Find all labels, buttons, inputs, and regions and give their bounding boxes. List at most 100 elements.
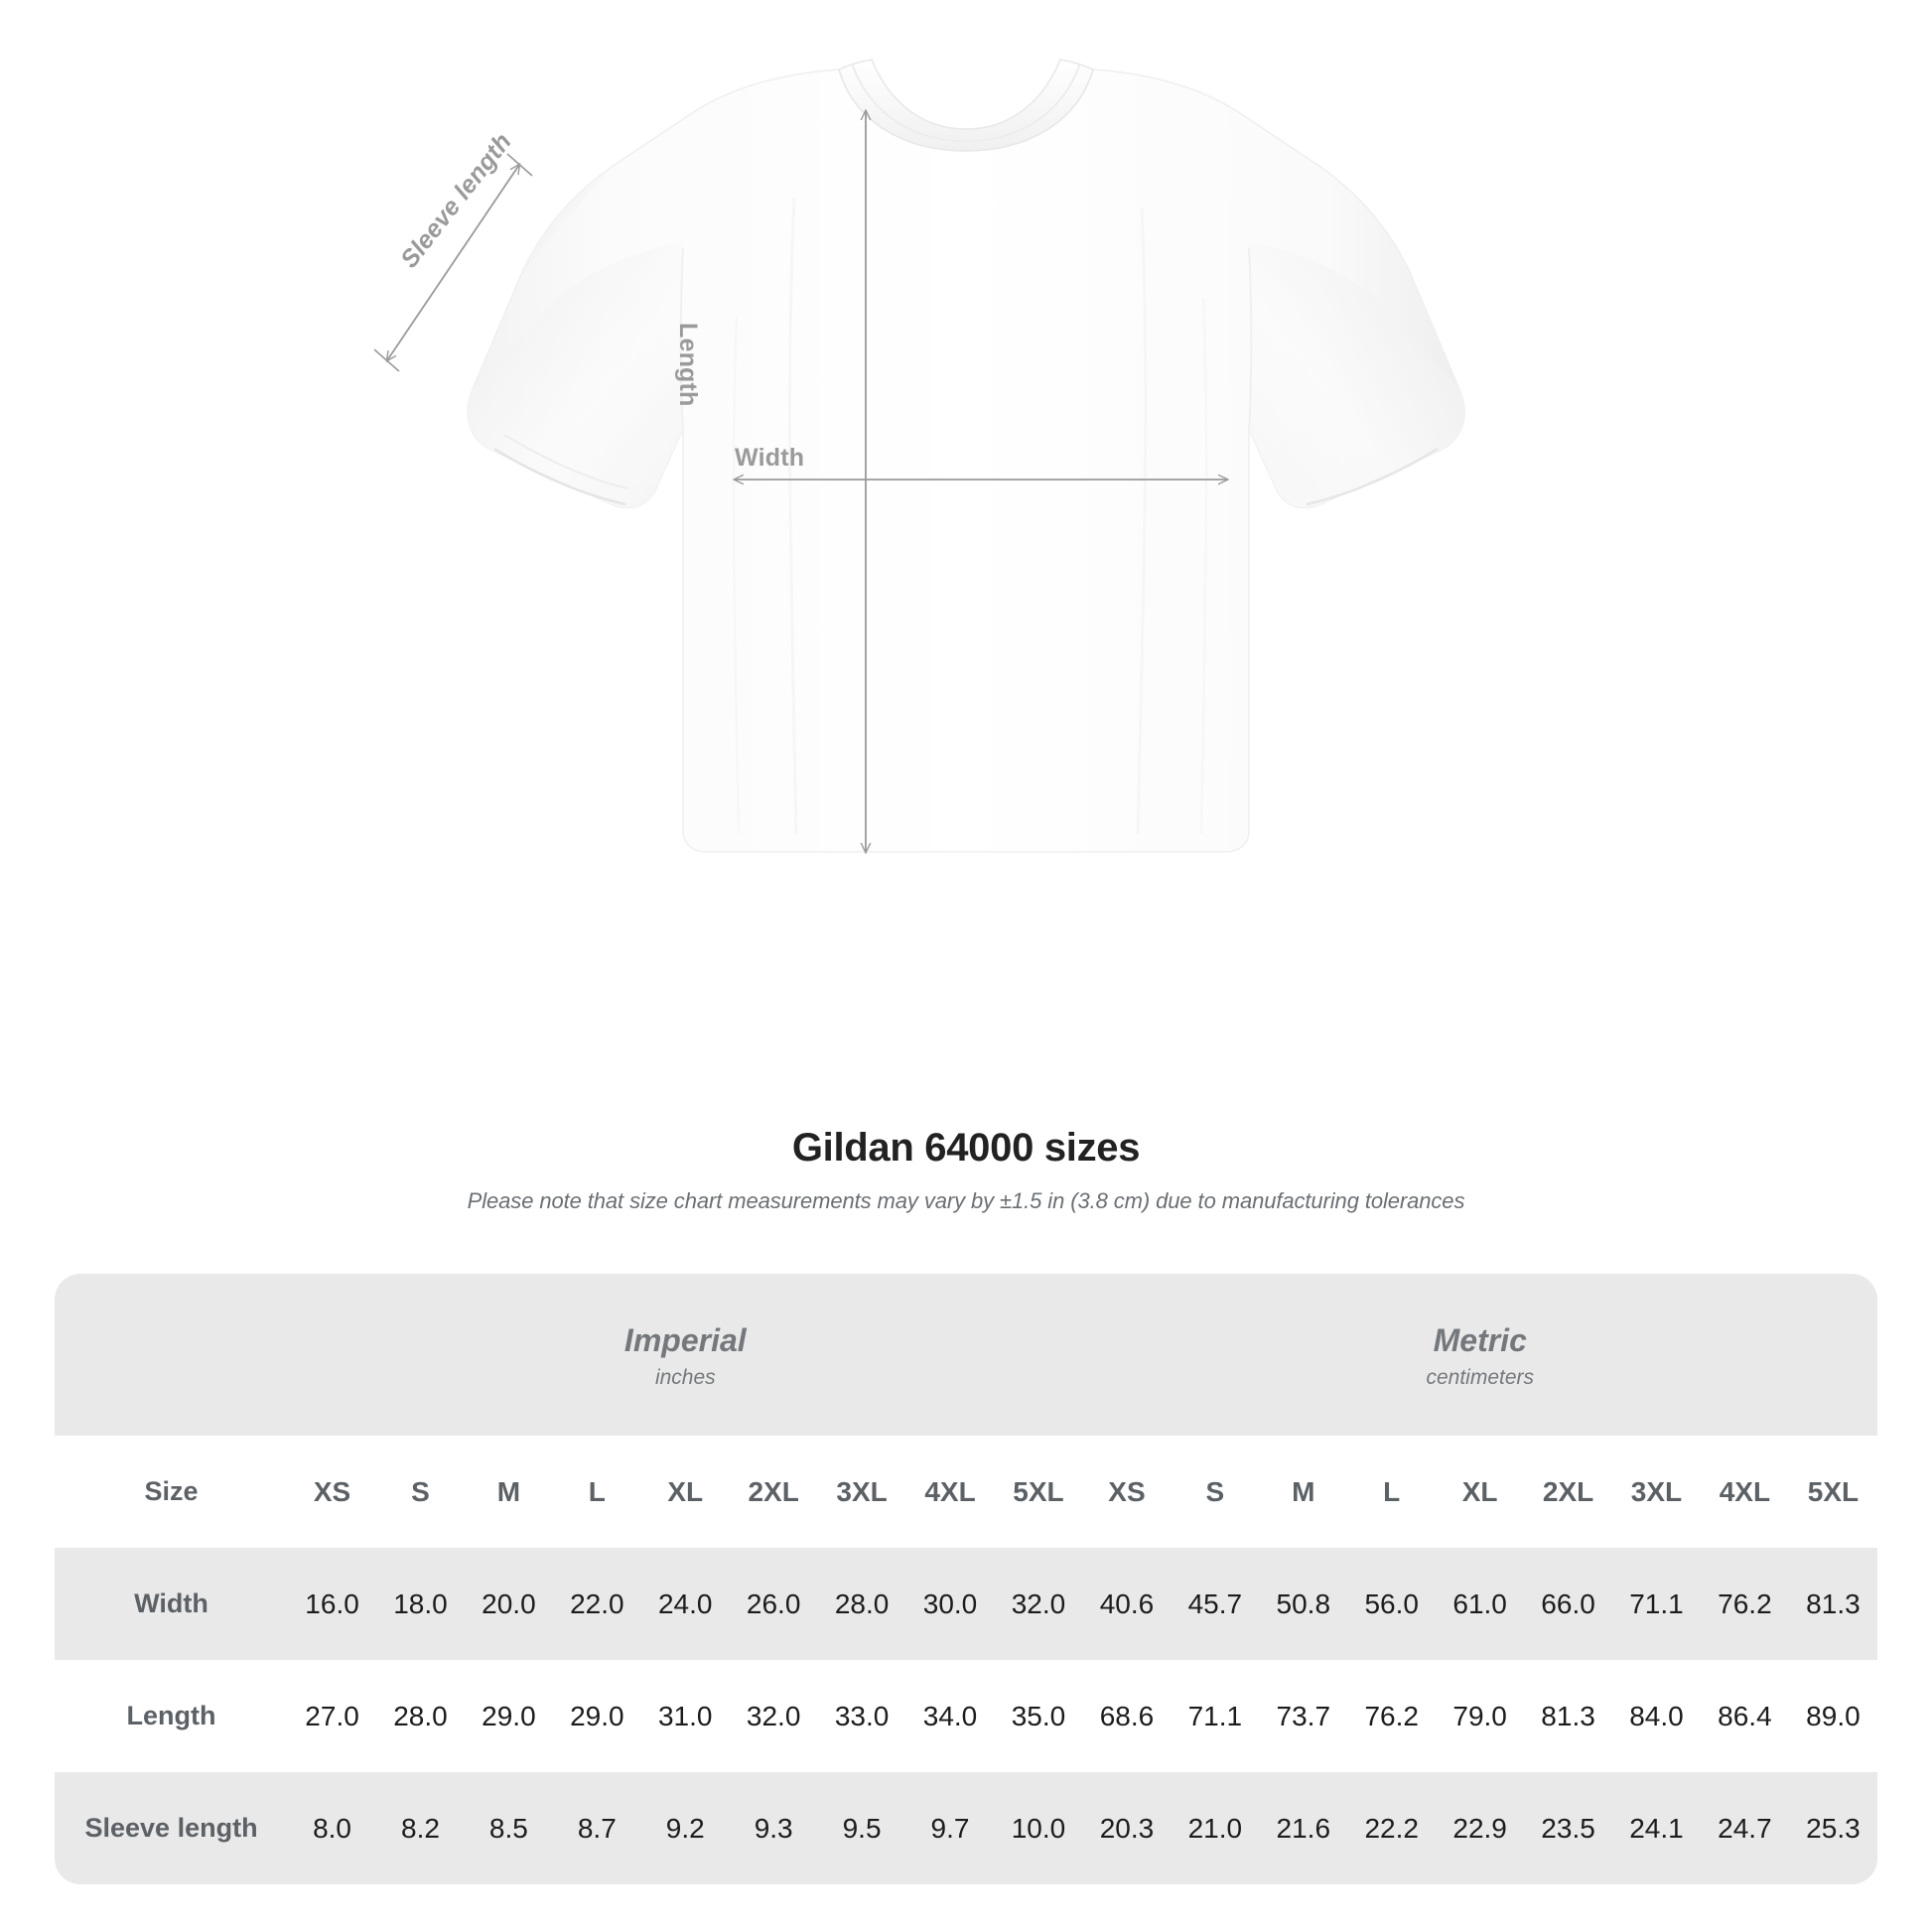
size-header-row: Size XS S M L XL 2XL 3XL 4XL 5XL XS S M … bbox=[55, 1436, 1877, 1548]
cell-length-metric-4xl: 86.4 bbox=[1700, 1660, 1789, 1772]
cell-width-imperial-s: 18.0 bbox=[376, 1548, 465, 1660]
imperial-banner: Imperial inches bbox=[288, 1274, 1083, 1436]
size-header-metric-l: L bbox=[1347, 1436, 1437, 1548]
cell-sleeve-metric-5xl: 25.3 bbox=[1788, 1772, 1877, 1884]
cell-length-imperial-4xl: 34.0 bbox=[905, 1660, 995, 1772]
tolerance-note: Please note that size chart measurements… bbox=[467, 1188, 1465, 1213]
measurement-lines bbox=[373, 111, 1227, 852]
cell-width-metric-2xl: 66.0 bbox=[1524, 1548, 1613, 1660]
size-header-metric-xs: XS bbox=[1082, 1436, 1172, 1548]
cell-length-metric-m: 73.7 bbox=[1259, 1660, 1348, 1772]
cell-sleeve-imperial-l: 8.7 bbox=[552, 1772, 641, 1884]
cell-width-metric-4xl: 76.2 bbox=[1700, 1548, 1789, 1660]
size-header-metric-m: M bbox=[1259, 1436, 1348, 1548]
metric-banner: Metric centimeters bbox=[1082, 1274, 1877, 1436]
cell-width-metric-s: 45.7 bbox=[1171, 1548, 1260, 1660]
cell-width-metric-l: 56.0 bbox=[1347, 1548, 1437, 1660]
size-header-metric-4xl: 4XL bbox=[1700, 1436, 1789, 1548]
cell-width-metric-m: 50.8 bbox=[1259, 1548, 1348, 1660]
row-label-sleeve-length: Sleeve length bbox=[55, 1772, 289, 1884]
size-header-imperial-5xl: 5XL bbox=[994, 1436, 1083, 1548]
cell-length-imperial-5xl: 35.0 bbox=[994, 1660, 1083, 1772]
size-header-metric-2xl: 2XL bbox=[1524, 1436, 1613, 1548]
tshirt-shape bbox=[467, 59, 1465, 853]
cell-sleeve-metric-s: 21.0 bbox=[1171, 1772, 1260, 1884]
title-block: Gildan 64000 sizes Please note that size… bbox=[0, 1126, 1932, 1214]
cell-length-metric-5xl: 89.0 bbox=[1788, 1660, 1877, 1772]
size-header-imperial-3xl: 3XL bbox=[817, 1436, 906, 1548]
row-label-width: Width bbox=[55, 1548, 289, 1660]
cell-sleeve-imperial-xl: 9.2 bbox=[640, 1772, 730, 1884]
table-row-width: Width 16.0 18.0 20.0 22.0 24.0 26.0 28.0… bbox=[55, 1548, 1877, 1660]
cell-sleeve-metric-l: 22.2 bbox=[1347, 1772, 1437, 1884]
cell-width-imperial-3xl: 28.0 bbox=[817, 1548, 906, 1660]
sleeve-tick-upper bbox=[506, 153, 533, 177]
imperial-unit-sub: inches bbox=[654, 1365, 716, 1389]
page-title: Gildan 64000 sizes bbox=[791, 1126, 1141, 1170]
size-header-label: Size bbox=[55, 1436, 289, 1548]
cell-length-imperial-m: 29.0 bbox=[464, 1660, 553, 1772]
cell-width-imperial-xs: 16.0 bbox=[288, 1548, 377, 1660]
row-label-length: Length bbox=[55, 1660, 289, 1772]
cell-width-metric-xl: 61.0 bbox=[1436, 1548, 1525, 1660]
size-header-imperial-4xl: 4XL bbox=[905, 1436, 995, 1548]
cell-width-imperial-2xl: 26.0 bbox=[729, 1548, 818, 1660]
size-header-metric-xl: XL bbox=[1436, 1436, 1525, 1548]
cell-length-imperial-s: 28.0 bbox=[376, 1660, 465, 1772]
table-row-sleeve-length: Sleeve length 8.0 8.2 8.5 8.7 9.2 9.3 9.… bbox=[55, 1772, 1877, 1884]
size-header-imperial-2xl: 2XL bbox=[729, 1436, 818, 1548]
tshirt-illustration bbox=[373, 59, 1465, 1102]
cell-sleeve-metric-3xl: 24.1 bbox=[1612, 1772, 1701, 1884]
table-row-length: Length 27.0 28.0 29.0 29.0 31.0 32.0 33.… bbox=[55, 1660, 1877, 1772]
cell-length-imperial-2xl: 32.0 bbox=[729, 1660, 818, 1772]
cell-sleeve-imperial-3xl: 9.5 bbox=[817, 1772, 906, 1884]
cell-length-metric-3xl: 84.0 bbox=[1612, 1660, 1701, 1772]
cell-sleeve-metric-2xl: 23.5 bbox=[1524, 1772, 1613, 1884]
cell-sleeve-imperial-4xl: 9.7 bbox=[905, 1772, 995, 1884]
cell-length-imperial-xl: 31.0 bbox=[640, 1660, 730, 1772]
unit-banner-row: Imperial inches Metric centimeters bbox=[55, 1274, 1877, 1436]
size-header-imperial-xs: XS bbox=[288, 1436, 377, 1548]
cell-width-metric-3xl: 71.1 bbox=[1612, 1548, 1701, 1660]
cell-sleeve-metric-m: 21.6 bbox=[1259, 1772, 1348, 1884]
cell-sleeve-metric-xs: 20.3 bbox=[1082, 1772, 1172, 1884]
imperial-unit-name: Imperial bbox=[623, 1321, 747, 1358]
cell-length-metric-l: 76.2 bbox=[1347, 1660, 1437, 1772]
cell-width-imperial-l: 22.0 bbox=[552, 1548, 641, 1660]
size-chart-table: Imperial inches Metric centimeters Size … bbox=[55, 1274, 1877, 1884]
metric-unit-sub: centimeters bbox=[1426, 1365, 1535, 1389]
length-dimension-label: Length bbox=[674, 323, 702, 407]
cell-length-metric-xs: 68.6 bbox=[1082, 1660, 1172, 1772]
cell-length-metric-s: 71.1 bbox=[1171, 1660, 1260, 1772]
size-header-imperial-l: L bbox=[552, 1436, 641, 1548]
cell-width-imperial-xl: 24.0 bbox=[640, 1548, 730, 1660]
sleeve-tick-lower bbox=[373, 348, 400, 372]
tshirt-diagram: Sleeve length Length Width bbox=[373, 59, 1465, 1102]
size-header-metric-5xl: 5XL bbox=[1788, 1436, 1877, 1548]
size-header-imperial-xl: XL bbox=[640, 1436, 730, 1548]
cell-length-imperial-l: 29.0 bbox=[552, 1660, 641, 1772]
cell-length-metric-xl: 79.0 bbox=[1436, 1660, 1525, 1772]
banner-spacer bbox=[55, 1274, 289, 1436]
width-dimension-label: Width bbox=[735, 444, 805, 472]
cell-width-imperial-4xl: 30.0 bbox=[905, 1548, 995, 1660]
cell-length-metric-2xl: 81.3 bbox=[1524, 1660, 1613, 1772]
cell-width-imperial-5xl: 32.0 bbox=[994, 1548, 1083, 1660]
cell-length-imperial-3xl: 33.0 bbox=[817, 1660, 906, 1772]
cell-sleeve-imperial-5xl: 10.0 bbox=[994, 1772, 1083, 1884]
cell-sleeve-imperial-m: 8.5 bbox=[464, 1772, 553, 1884]
cell-sleeve-metric-xl: 22.9 bbox=[1436, 1772, 1525, 1884]
cell-width-imperial-m: 20.0 bbox=[464, 1548, 553, 1660]
cell-sleeve-imperial-2xl: 9.3 bbox=[729, 1772, 818, 1884]
cell-sleeve-imperial-s: 8.2 bbox=[376, 1772, 465, 1884]
sleeve-length-arrow bbox=[387, 165, 519, 360]
size-header-metric-3xl: 3XL bbox=[1612, 1436, 1701, 1548]
cell-width-metric-xs: 40.6 bbox=[1082, 1548, 1172, 1660]
size-header-metric-s: S bbox=[1171, 1436, 1260, 1548]
cell-sleeve-imperial-xs: 8.0 bbox=[288, 1772, 377, 1884]
size-header-imperial-m: M bbox=[464, 1436, 553, 1548]
cell-width-metric-5xl: 81.3 bbox=[1788, 1548, 1877, 1660]
size-header-imperial-s: S bbox=[376, 1436, 465, 1548]
cell-sleeve-metric-4xl: 24.7 bbox=[1700, 1772, 1789, 1884]
